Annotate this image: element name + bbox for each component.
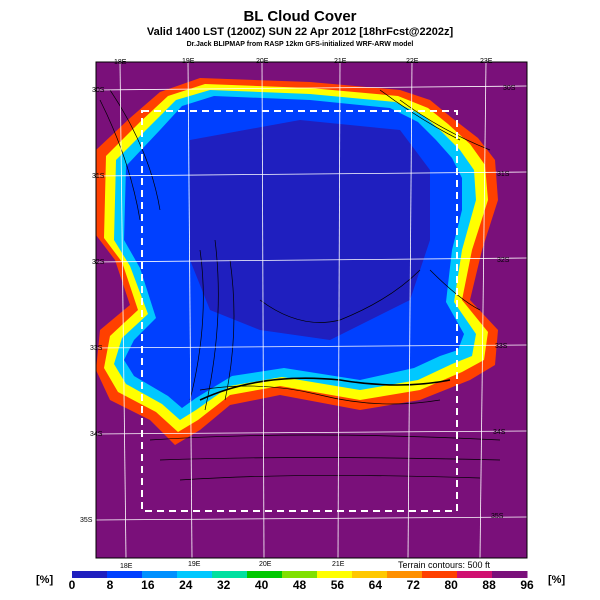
terrain-contours xyxy=(99,89,501,481)
graticule xyxy=(95,61,528,559)
colorbar-tick-label: 96 xyxy=(520,578,534,592)
lon-label-top: 22E xyxy=(406,58,419,65)
colorbar-swatch xyxy=(212,571,248,578)
colorbar-swatch xyxy=(317,571,353,578)
colorbar-swatch xyxy=(492,571,528,578)
map-subtitle: Valid 1400 LST (1200Z) SUN 22 Apr 2012 [… xyxy=(146,26,454,38)
lat-label-left: 30S xyxy=(92,87,105,94)
colorbar-swatch xyxy=(177,571,213,578)
lon-label-bottom: 21E xyxy=(332,561,345,568)
colorbar-tick-label: 16 xyxy=(141,578,155,592)
colorbar-tick-label: 40 xyxy=(254,578,269,592)
colorbar-unit-left: [%] xyxy=(36,574,54,586)
colorbar-tick-label: 88 xyxy=(482,578,496,592)
colorbar-swatch xyxy=(387,571,423,578)
lat-label-right: 34S xyxy=(493,429,506,436)
colorbar-swatch xyxy=(107,571,143,578)
map-title: BL Cloud Cover xyxy=(243,8,357,25)
plot-border xyxy=(95,61,528,559)
colorbar-swatch xyxy=(457,571,493,578)
model-source-line: Dr.Jack BLIPMAP from RASP 12km GFS-initi… xyxy=(186,41,414,48)
lon-label-top: 21E xyxy=(334,58,347,65)
lat-label-left: 34S xyxy=(90,431,103,438)
lon-label-top: 19E xyxy=(182,58,195,65)
colorbar xyxy=(72,571,528,578)
colorbar-swatch xyxy=(352,571,388,578)
colorbar-tick-label: 32 xyxy=(216,578,231,592)
lat-label-left: 31S xyxy=(92,173,105,180)
lat-label-right: 33S xyxy=(495,343,508,350)
terrain-contour-note: Terrain contours: 500 ft xyxy=(398,560,491,570)
inner-domain-boundary xyxy=(141,110,458,512)
lat-label-right: 35S xyxy=(491,513,504,520)
lat-label-left: 33S xyxy=(90,345,103,352)
lon-label-bottom: 19E xyxy=(188,561,201,568)
colorbar-tick-label: 56 xyxy=(330,578,345,592)
lat-label-right: 30S xyxy=(503,85,516,92)
lat-label-right: 32S xyxy=(497,257,510,264)
lon-label-top: 23E xyxy=(480,58,493,65)
lat-label-right: 31S xyxy=(497,171,510,178)
colorbar-swatch xyxy=(422,571,458,578)
colorbar-tick-label: 0 xyxy=(68,578,76,592)
colorbar-unit-right: [%] xyxy=(548,574,566,586)
colorbar-swatch xyxy=(282,571,318,578)
colorbar-tick-label: 48 xyxy=(292,578,307,592)
cloud-field-clear-core xyxy=(190,120,430,340)
colorbar-swatch xyxy=(72,571,108,578)
lon-label-bottom: 20E xyxy=(259,561,272,568)
colorbar-tick-label: 64 xyxy=(368,578,383,592)
lon-label-top: 18E xyxy=(114,59,127,66)
colorbar-swatch xyxy=(247,571,283,578)
lat-label-left: 32S xyxy=(92,259,105,266)
colorbar-tick-label: 24 xyxy=(179,578,193,592)
lat-label-left: 35S xyxy=(80,517,93,524)
colorbar-swatch xyxy=(142,571,178,578)
colorbar-tick-label: 80 xyxy=(444,578,458,592)
colorbar-tick-label: 8 xyxy=(106,578,114,592)
lon-label-bottom: 18E xyxy=(120,563,133,570)
coastline xyxy=(199,377,451,401)
lon-label-top: 20E xyxy=(256,58,269,65)
colorbar-tick-label: 72 xyxy=(406,578,420,592)
